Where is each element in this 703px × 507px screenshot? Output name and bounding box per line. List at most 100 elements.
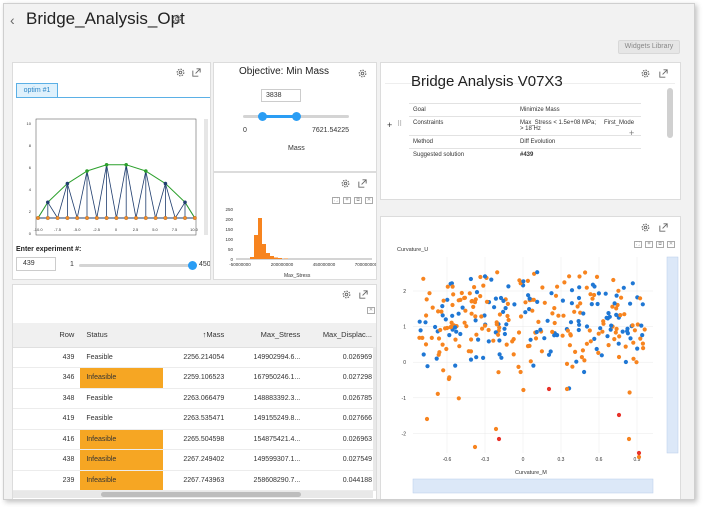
select-icon[interactable]: ⌗ [343,197,351,204]
plot-scrollbar[interactable] [204,119,208,235]
scatter-point [480,326,485,331]
histogram-x-tick: 700000000 [355,262,377,267]
scatter-point [512,302,517,307]
scatter-point [493,296,498,301]
expand-icon[interactable] [658,68,669,79]
gear-icon[interactable] [175,67,186,78]
copy-icon[interactable]: ⧉ [656,241,664,248]
table-row[interactable]: 346 Infeasible 2259.106523 167950246.1... 0.… [13,367,376,389]
copy-icon[interactable]: ⧉ [354,197,362,204]
table-row[interactable]: 419 Feasible 2263.535471 149155249.8... 0.02… [13,408,376,430]
scatter-point [516,364,521,369]
scatter-point [606,311,611,316]
gear-icon[interactable] [341,289,352,300]
x-tick-label: 10.0 [190,227,199,232]
scatter-point [496,436,502,442]
bridge-strut [106,164,117,219]
scatter-point [505,313,510,319]
scatter-point [434,356,439,361]
expand-icon[interactable] [658,222,669,233]
scatter-y-tick: 0 [403,360,406,366]
scatter-y-label: Curvature_U [397,247,428,253]
scatter-point [594,274,600,279]
column-header-max-displacement[interactable]: Max_Displac... [306,323,376,348]
scatter-point [525,344,531,349]
scatter-point [604,315,609,320]
max-displacement-cell: 0.027549 [306,449,376,471]
scatter-point [439,309,444,314]
scatter-point [578,301,583,306]
expand-icon[interactable] [358,289,369,300]
scatter-point [528,337,533,342]
expand-icon[interactable] [357,178,368,189]
scatter-point [443,317,448,322]
table-row[interactable]: 438 Infeasible 2267.249402 149599307.1... 0.… [13,449,376,471]
mass-value-input[interactable]: 3838 [261,89,301,102]
gear-icon[interactable] [171,13,183,25]
experiment-slider[interactable] [79,264,195,267]
tab-optim-1[interactable]: optim #1 [16,83,58,98]
y-tick-label: 2 [29,209,32,214]
mass-range-high-handle[interactable] [292,112,301,121]
table-row[interactable]: 416 Infeasible 2265.504598 154875421.4... 0.… [13,429,376,450]
bridge-strut [86,170,98,219]
scatter-point [469,337,474,342]
report-scrollbar[interactable] [667,88,673,138]
column-header-row[interactable]: Row [13,323,81,348]
scatter-point [592,292,597,298]
max-displacement-cell: 0.044188 [306,470,376,491]
zoom-icon[interactable]: ⛶ [634,241,642,248]
zoom-icon[interactable]: ⛶ [332,197,340,204]
gear-icon[interactable] [640,222,651,233]
x-range-selector[interactable] [412,478,654,494]
scatter-x-label: Curvature_M [515,470,547,476]
close-icon[interactable]: ✕ [365,197,373,204]
scatter-point [441,298,446,303]
drag-handle-icon[interactable]: ⠿ [397,121,403,128]
scatter-point [584,285,589,290]
experiment-number-input[interactable]: 439 [16,257,56,271]
scatter-point [499,355,504,360]
gear-icon[interactable] [340,178,351,189]
column-header-status[interactable]: Status [80,323,163,348]
tab-underline [16,97,210,98]
scatter-point [453,325,458,330]
table-row[interactable]: 348 Feasible 2263.066479 148883392.3... 0.02… [13,388,376,409]
y-tick-label: 8 [29,143,32,148]
bridge-members [36,162,197,220]
close-icon[interactable]: ✕ [367,307,375,314]
close-icon[interactable]: ✕ [667,241,675,248]
column-header-mass[interactable]: ↑Mass [162,323,231,348]
gear-icon[interactable] [640,68,651,79]
expand-icon[interactable] [191,67,202,78]
experiment-slider-handle[interactable] [188,261,198,270]
table-row[interactable]: 239 Infeasible 2267.743963 258608290.7... 0.… [13,470,376,491]
scatter-point [456,396,461,401]
back-arrow-icon[interactable]: ‹ [10,12,15,28]
x-tick-label: 2.5 [133,227,139,232]
scatter-point [468,276,473,282]
column-header-max-stress[interactable]: Max_Stress [230,323,307,348]
widgets-library-button[interactable]: Widgets Library [618,40,680,54]
scatter-point [448,325,453,330]
bridge-node [104,162,109,167]
table-header-row: Row Status ↑Mass Max_Stress Max_Displac.… [13,323,376,348]
add-row-icon[interactable]: + [387,120,393,130]
histogram-y-tick: 150 [225,227,233,232]
status-cell: Infeasible [80,367,163,389]
scatter-point [486,327,491,333]
report-key: Goal [409,103,516,117]
bridge-strut [125,164,137,219]
scatter-point [640,341,645,346]
scatter-point [518,369,523,375]
gear-icon[interactable] [357,68,368,79]
select-icon[interactable]: ⌗ [645,241,653,248]
bridge-arch [67,170,88,184]
table-vertical-scrollbar[interactable] [373,347,376,491]
scatter-point [584,324,590,329]
y-range-selector[interactable] [666,256,679,454]
mass-range-low-handle[interactable] [258,112,268,121]
table-scroll-thumb[interactable] [101,492,301,497]
report-value[interactable]: #439 [516,148,641,162]
table-row[interactable]: 439 Feasible 2256.214054 149902994.6... 0.02… [13,347,376,368]
